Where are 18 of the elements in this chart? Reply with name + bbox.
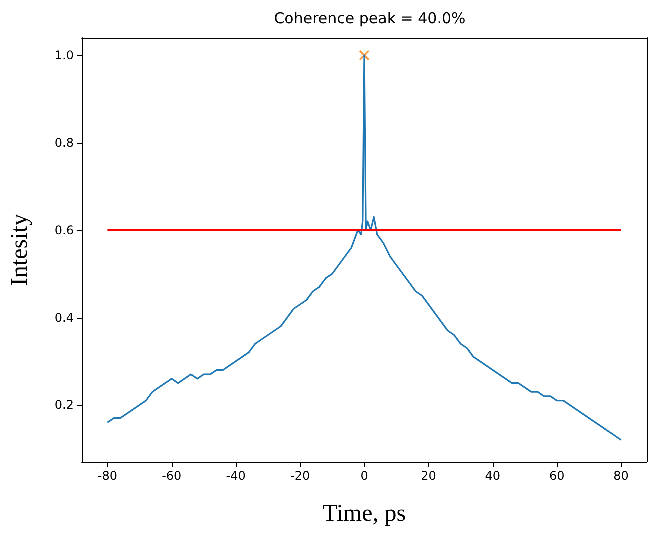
y-tick-label: 0.2 — [54, 398, 74, 412]
y-tick-label: 0.4 — [54, 310, 74, 325]
x-tick-label: 0 — [360, 469, 368, 483]
x-tick-label: -20 — [290, 469, 310, 483]
x-axis-title: Time, ps — [322, 501, 406, 527]
x-tick-label: 60 — [549, 469, 565, 483]
x-tick-label: 20 — [421, 469, 436, 483]
y-tick-label: 0.6 — [54, 223, 74, 238]
x-tick-label: -80 — [98, 469, 118, 483]
x-tick-label: 40 — [485, 469, 501, 483]
chart-title: Coherence peak = 40.0% — [274, 10, 466, 28]
x-tick-label: -40 — [226, 469, 246, 483]
y-tick-label: 0.8 — [54, 136, 74, 150]
x-tick-label: -60 — [162, 469, 182, 483]
y-tick-label: 1.0 — [54, 48, 74, 62]
line-series — [106, 54, 622, 441]
y-axis-title: Intesity — [7, 214, 33, 286]
x-tick-label: 80 — [614, 469, 629, 483]
